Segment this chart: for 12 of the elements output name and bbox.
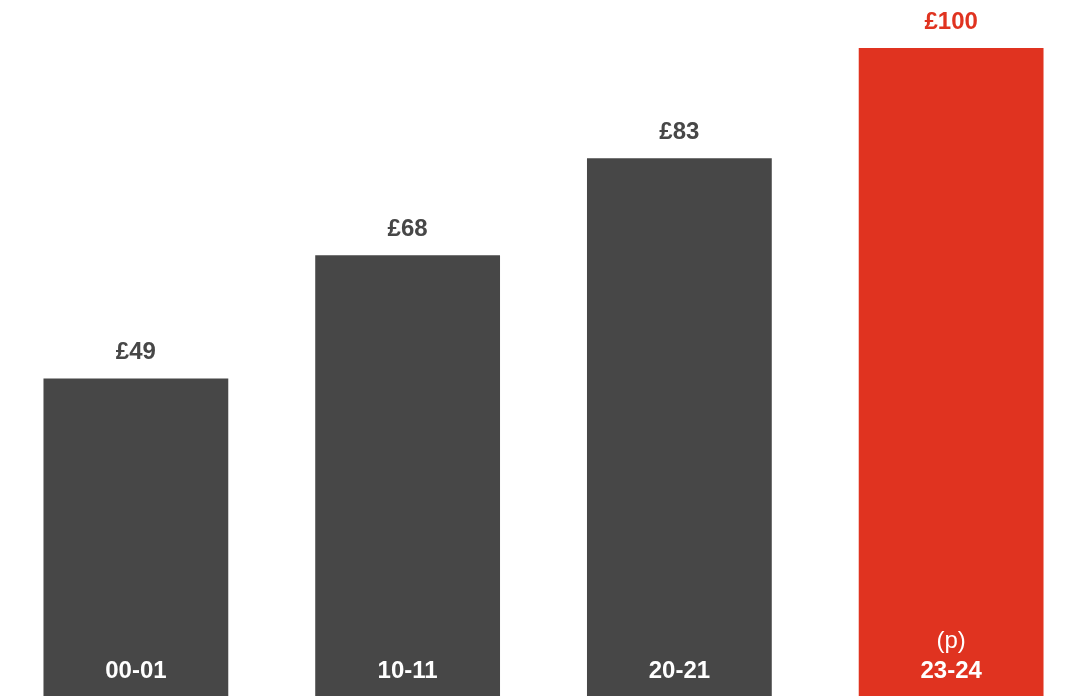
data-label: £83 [659,116,700,144]
x-tick-label: 20-21 [648,656,711,683]
bar [586,158,772,696]
x-tick-label: (p) 23-24 [920,626,983,683]
x-tick-label: 00-01 [105,656,167,683]
data-label: £100 [924,6,978,34]
bar [43,378,229,696]
data-label: £68 [387,213,428,241]
data-label: £49 [115,337,156,365]
x-tick-label: 10-11 [377,656,438,683]
bar [858,48,1044,696]
bar [315,255,501,696]
